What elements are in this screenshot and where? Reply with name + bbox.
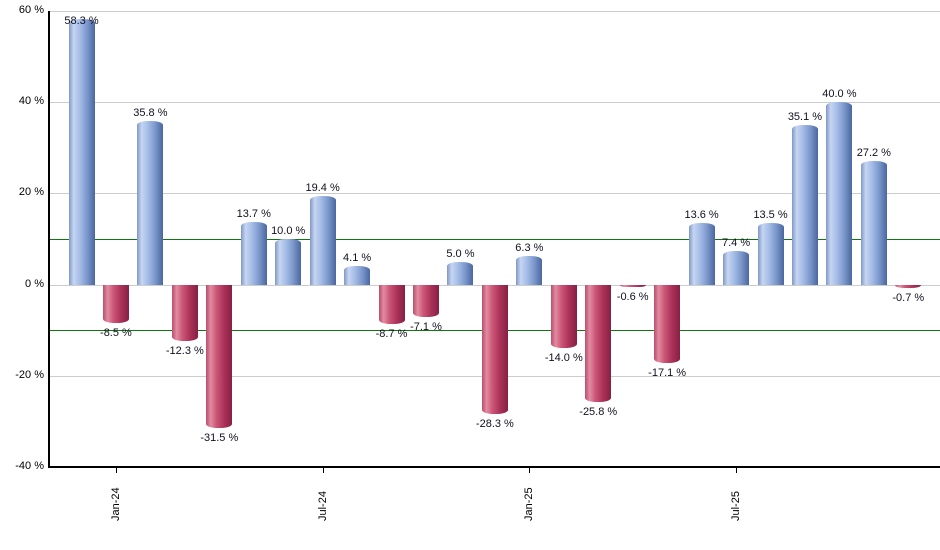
bar-value-label: 40.0 % (822, 88, 857, 101)
bar-Mar-24 (171, 284, 198, 341)
bar-value-label: 7.4 % (721, 236, 751, 249)
bar-value-label: 35.1 % (787, 110, 823, 123)
bar-Dec-23 (68, 18, 95, 285)
bar-Aug-24 (344, 265, 371, 285)
bar-value-label: 19.4 % (305, 182, 340, 195)
y-axis-tick-label: 60 % (18, 4, 44, 16)
bar-Jun-24 (275, 239, 302, 285)
bar-Sep-24 (378, 284, 405, 325)
bar-value-label: 4.1 % (343, 251, 372, 264)
bar-May-24 (240, 222, 267, 285)
y-gridline (49, 193, 940, 195)
bar-Apr-24 (206, 284, 233, 429)
bar-Oct-25 (826, 102, 853, 285)
bar-value-label: -8.7 % (375, 328, 408, 341)
y-axis-tick-label: -20 % (15, 368, 44, 381)
bar-value-label: 6.3 % (515, 241, 544, 254)
bar-value-label: 13.6 % (684, 208, 719, 221)
bar-Dec-25 (895, 284, 922, 288)
x-axis-tick-label: Jan-25 (523, 487, 536, 521)
x-axis-tick (529, 466, 531, 473)
bar-Apr-25 (619, 284, 646, 288)
bar-Jul-25 (723, 250, 750, 285)
bar-Feb-24 (137, 121, 164, 285)
bar-value-label: 27.2 % (856, 146, 891, 159)
bar-value-label: 10.0 % (271, 225, 306, 237)
y-axis-tick-label: 20 % (18, 186, 44, 199)
bar-Nov-25 (860, 160, 887, 285)
x-axis-tick-label: Jan-24 (109, 487, 122, 521)
bar-value-label: 58.3 % (64, 15, 99, 27)
bar-value-label: 13.7 % (236, 208, 271, 221)
y-axis-tick-label: 40 % (18, 95, 44, 108)
bar-value-label: -7.1 % (410, 320, 442, 333)
bar-Feb-25 (550, 284, 577, 349)
bar-value-label: -0.7 % (892, 291, 925, 304)
bar-value-label: -31.5 % (200, 432, 239, 445)
bar-value-label: 5.0 % (446, 247, 475, 260)
bar-Jan-24 (102, 284, 129, 324)
bar-Dec-24 (481, 284, 508, 414)
bar-value-label: 13.5 % (753, 209, 788, 222)
bar-Mar-25 (585, 284, 612, 403)
bar-value-label: -0.6 % (616, 291, 649, 304)
bar-Jun-25 (688, 222, 715, 285)
y-gridline (49, 11, 940, 12)
x-axis-tick-label: Jul-24 (316, 491, 329, 521)
x-axis-line (48, 466, 940, 468)
y-axis-tick-label: 0 % (25, 277, 44, 290)
y-axis-tick-label: -40 % (15, 460, 44, 472)
x-axis-tick (736, 466, 738, 473)
bar-value-label: -25.8 % (579, 406, 618, 419)
y-axis-line (48, 11, 50, 467)
bar-Jul-24 (309, 196, 336, 285)
bar-May-25 (654, 284, 681, 363)
bar-Jan-25 (516, 255, 543, 285)
x-axis-tick (115, 466, 117, 473)
bar-Aug-25 (757, 223, 784, 285)
bar-Nov-24 (447, 261, 474, 285)
y-gridline (49, 102, 940, 104)
bar-value-label: -28.3 % (475, 417, 514, 430)
bar-Oct-24 (413, 284, 439, 317)
reference-line (49, 239, 940, 240)
bar-Sep-25 (791, 124, 818, 285)
bar-value-label: -12.3 % (165, 344, 204, 357)
bar-value-label: -14.0 % (544, 352, 583, 365)
bar-value-label: 35.8 % (133, 107, 168, 120)
x-axis-tick (322, 466, 324, 473)
x-axis-tick-label: Jul-25 (730, 491, 743, 521)
bar-value-label: -8.5 % (100, 327, 132, 340)
bar-value-label: -17.1 % (648, 366, 687, 379)
